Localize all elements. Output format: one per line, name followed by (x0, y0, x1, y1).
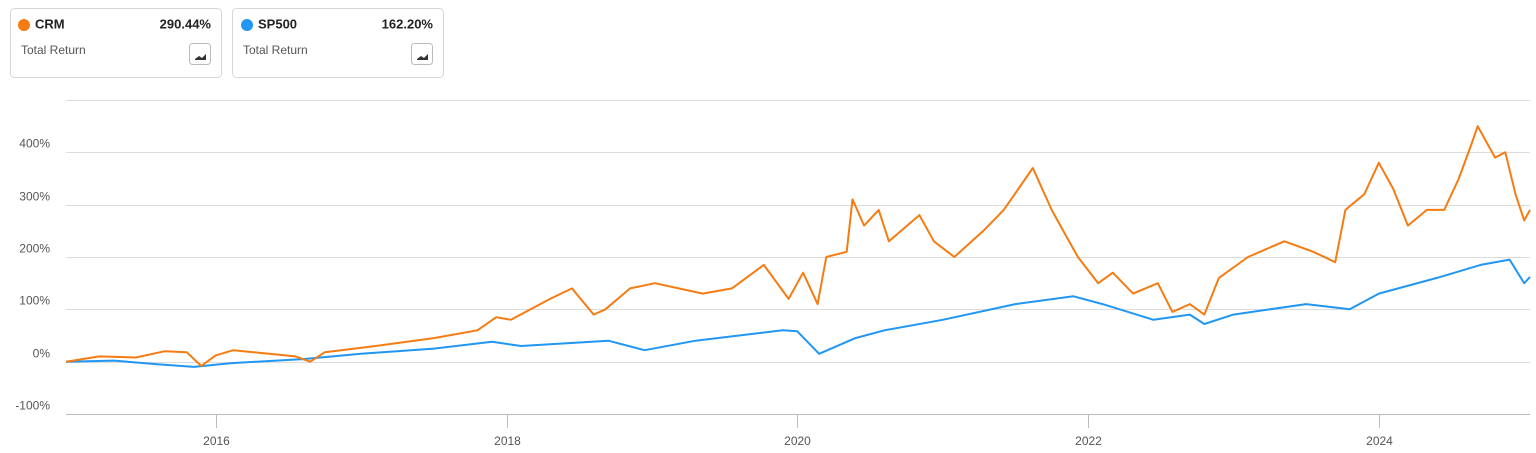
card-frame (232, 8, 444, 78)
y-tick-label: 400% (19, 137, 50, 151)
card-frame (10, 8, 222, 78)
y-tick-label: 0% (33, 347, 51, 361)
legend-value: 162.20% (382, 16, 434, 31)
x-tick-label: 2016 (203, 434, 230, 448)
x-tick-label: 2024 (1366, 434, 1393, 448)
series-line (65, 258, 1531, 368)
x-tick-label: 2022 (1075, 434, 1102, 448)
legend-card[interactable]: SP500 162.20% Total Return (232, 8, 444, 78)
mini-chart-button[interactable] (189, 43, 211, 65)
legend-caption: Total Return (21, 43, 86, 57)
legend-card[interactable]: CRM 290.44% Total Return (10, 8, 222, 78)
y-tick-label: 300% (19, 190, 50, 204)
legend-dot (18, 19, 30, 31)
series-line (65, 125, 1531, 367)
y-tick-label: 200% (19, 242, 50, 256)
legend-value: 290.44% (160, 16, 212, 31)
x-tick-label: 2018 (494, 434, 521, 448)
y-tick-label: -100% (15, 399, 50, 413)
mini-chart-icon (195, 54, 206, 60)
legend-dot (241, 19, 253, 31)
x-tick-label: 2020 (784, 434, 811, 448)
mini-chart-button[interactable] (411, 43, 433, 65)
y-tick-label: 100% (19, 294, 50, 308)
legend-caption: Total Return (243, 43, 308, 57)
legend-name: CRM (35, 16, 65, 31)
mini-chart-icon (417, 54, 428, 60)
legend-name: SP500 (258, 16, 297, 31)
